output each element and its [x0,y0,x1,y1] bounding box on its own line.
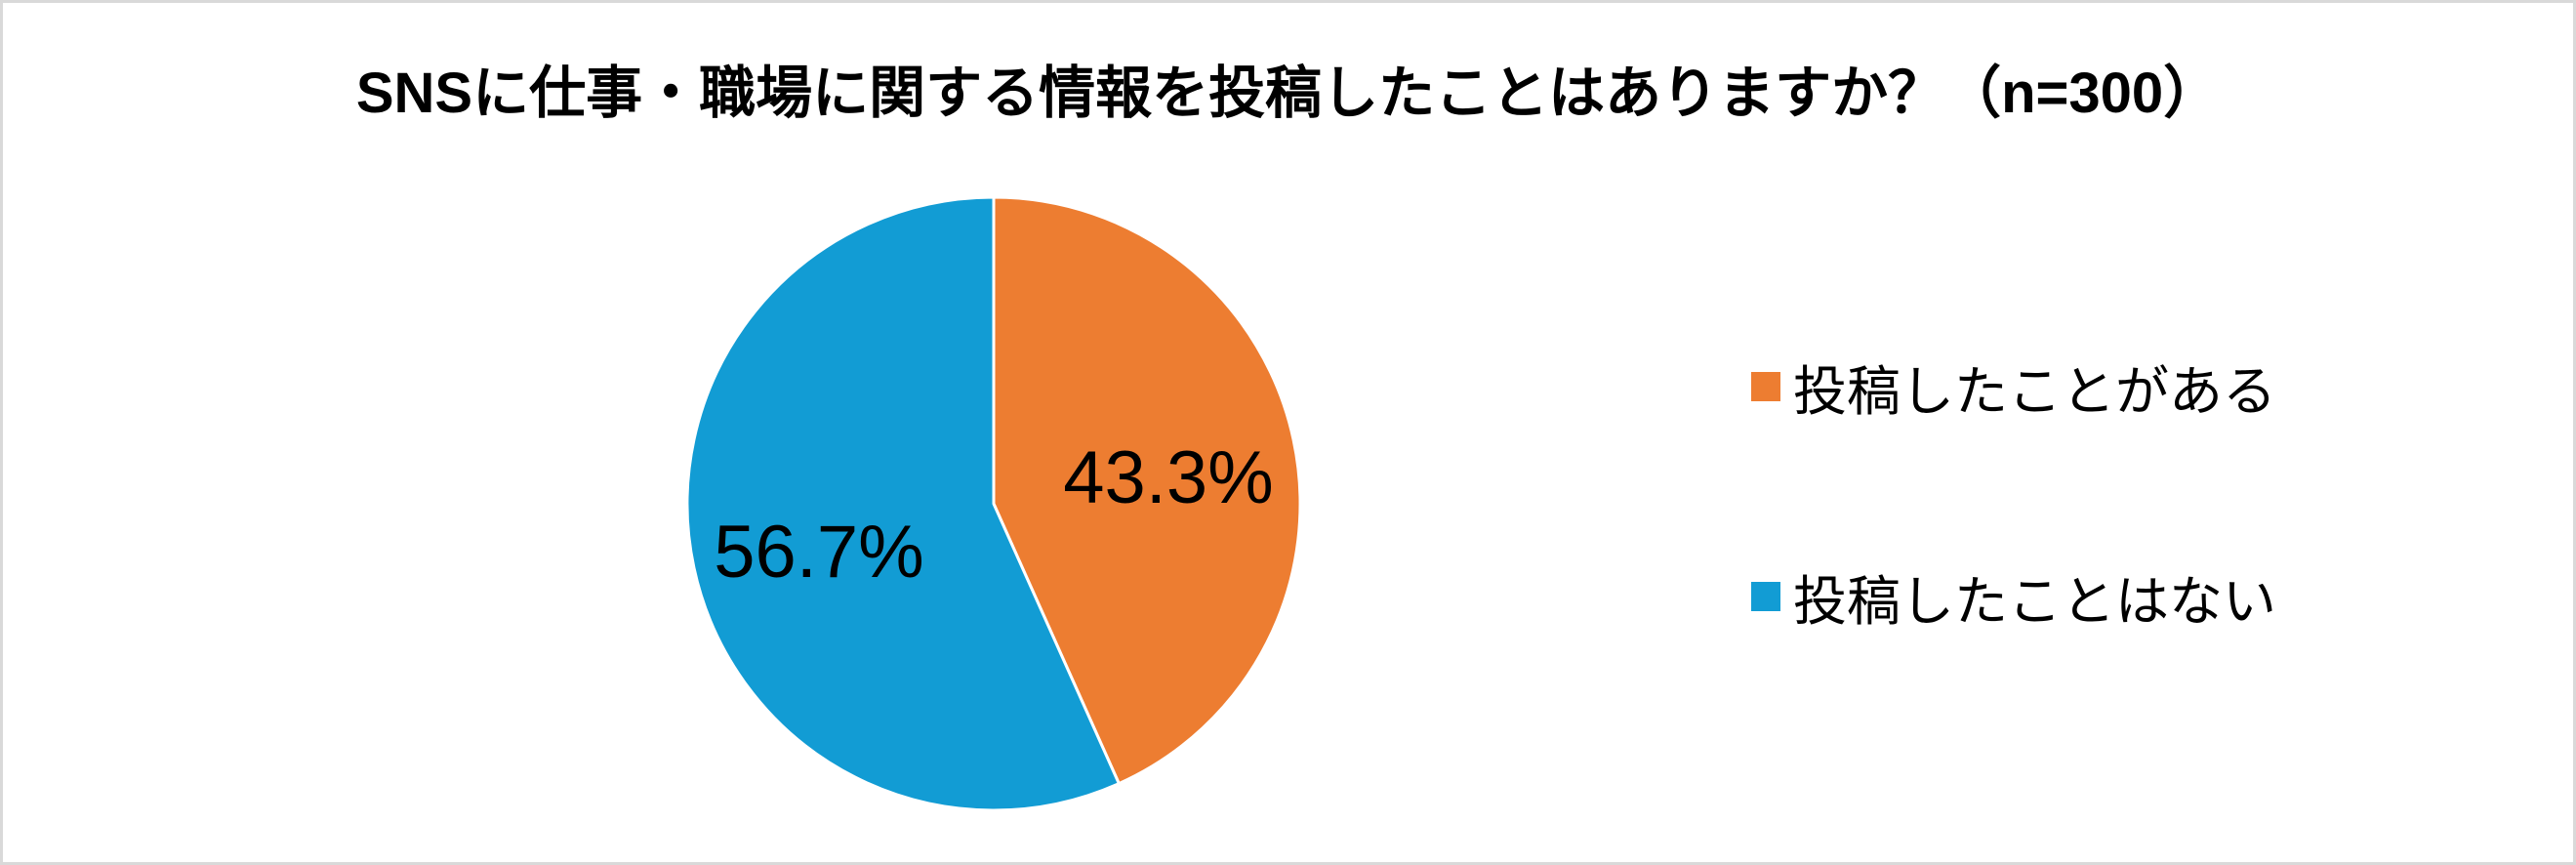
svg-text:56.7%: 56.7% [714,511,924,594]
svg-text:43.3%: 43.3% [1063,436,1274,519]
